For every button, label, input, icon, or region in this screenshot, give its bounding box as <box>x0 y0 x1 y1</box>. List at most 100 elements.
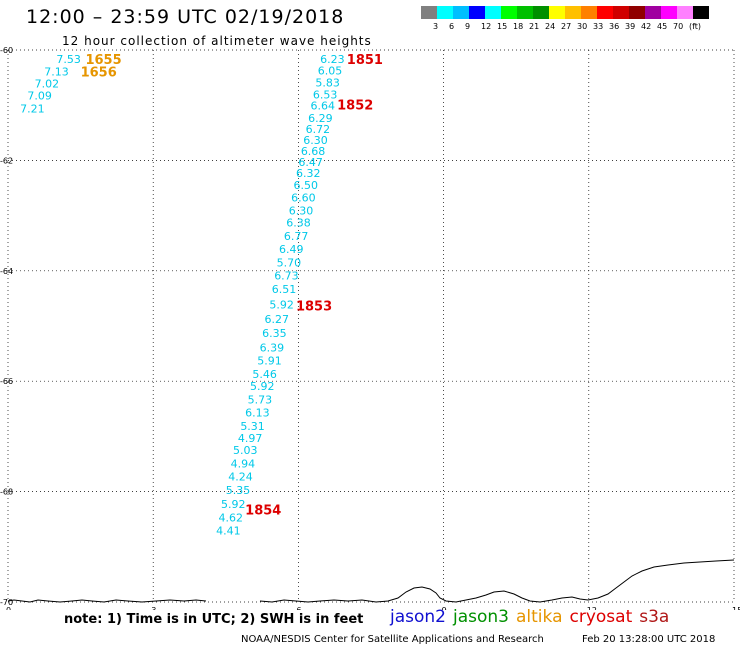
y-tick-label: -66 <box>0 377 13 386</box>
wave-height-value: 5.91 <box>257 355 282 368</box>
note-text: note: 1) Time is in UTC; 2) SWH is in fe… <box>64 612 364 627</box>
satellite-legend-item: s3a <box>639 607 670 627</box>
legend-label: (ft) <box>689 22 702 31</box>
x-tick-label: 15 <box>732 606 740 610</box>
wave-height-value: 4.62 <box>219 511 244 524</box>
legend-label: 9 <box>465 22 471 31</box>
wave-height-value: 7.09 <box>27 90 52 103</box>
wave-height-value: 6.30 <box>303 134 328 147</box>
wave-height-value: 5.03 <box>233 444 258 457</box>
legend-swatch <box>501 6 517 19</box>
track-time-label: 1852 <box>337 99 373 114</box>
wave-height-value: 6.73 <box>274 270 299 283</box>
satellite-legend-item: cryosat <box>569 607 633 627</box>
legend-swatch <box>693 6 709 19</box>
legend-swatch <box>421 6 437 19</box>
wave-height-value: 6.51 <box>272 283 297 296</box>
wave-height-value: 5.92 <box>221 498 246 511</box>
wave-height-value: 4.94 <box>231 457 256 470</box>
y-tick-label: -64 <box>0 267 13 276</box>
track-time-label: 1656 <box>81 65 117 80</box>
generated-timestamp: Feb 20 13:28:00 UTC 2018 <box>582 634 716 645</box>
x-tick-label: 6 <box>296 606 301 610</box>
x-tick-label: 0 <box>6 606 11 610</box>
color-scale-labels: 3 6 9 12 15 18 21 24 27 30 33 36 39 42 45 70 (ft) <box>421 22 740 32</box>
wave-height-value: 5.83 <box>315 76 340 89</box>
wave-height-value: 4.41 <box>216 525 241 538</box>
wave-height-value: 6.38 <box>286 217 311 230</box>
wave-height-value: 6.68 <box>301 145 326 158</box>
wave-height-value: 7.13 <box>44 65 69 78</box>
legend-label: 36 <box>609 22 620 31</box>
wave-height-value: 6.27 <box>265 313 290 326</box>
legend-swatch <box>597 6 613 19</box>
wave-height-value: 6.60 <box>291 191 316 204</box>
wave-height-value: 6.32 <box>296 167 321 180</box>
wave-height-value: 7.02 <box>35 78 60 91</box>
wave-height-value: 6.23 <box>320 53 345 66</box>
legend-swatch <box>565 6 581 19</box>
legend-label: 42 <box>641 22 652 31</box>
legend-label: 45 <box>657 22 668 31</box>
y-tick-label: -70 <box>0 598 13 607</box>
satellite-legend: jason2 jason3 altika cryosat s3a <box>390 607 676 627</box>
page-title: 12:00 – 23:59 UTC 02/19/2018 <box>26 6 345 28</box>
wave-height-labels: 7.537.137.027.097.21 6.236.055.836.536.64… <box>20 53 345 538</box>
wave-height-value: 6.35 <box>262 327 287 340</box>
legend-swatch <box>485 6 501 19</box>
y-tick-label: -60 <box>0 46 13 55</box>
x-tick-label: 3 <box>151 606 156 610</box>
wave-height-value: 4.97 <box>238 432 263 445</box>
wave-height-value: 5.70 <box>277 256 302 269</box>
wave-height-value: 6.53 <box>313 89 338 102</box>
wave-height-value: 6.39 <box>260 341 285 354</box>
legend-label: 30 <box>577 22 588 31</box>
legend-swatch <box>517 6 533 19</box>
legend-swatch <box>437 6 453 19</box>
wave-height-value: 7.21 <box>20 102 44 115</box>
track-time-label: 1854 <box>245 504 281 519</box>
wave-height-value: 7.53 <box>56 53 81 66</box>
credit-text: NOAA/NESDIS Center for Satellite Applica… <box>241 634 544 645</box>
track-time-label: 1853 <box>296 300 332 315</box>
legend-label: 21 <box>529 22 540 31</box>
wave-height-value: 6.64 <box>311 100 336 113</box>
page-subtitle: 12 hour collection of altimeter wave hei… <box>62 34 372 48</box>
wave-height-value: 6.72 <box>306 123 331 136</box>
legend-swatch <box>533 6 549 19</box>
legend-swatch <box>629 6 645 19</box>
wave-height-value: 5.73 <box>248 393 273 406</box>
wave-height-value: 5.31 <box>240 420 265 433</box>
wave-height-value: 6.29 <box>308 112 333 125</box>
track-time-label: 1851 <box>347 53 383 68</box>
legend-swatch <box>661 6 677 19</box>
legend-label: 33 <box>593 22 604 31</box>
wave-height-value: 5.35 <box>226 484 251 497</box>
wave-height-value: 5.92 <box>269 298 294 311</box>
wave-height-value: 6.77 <box>284 230 309 243</box>
wave-height-value: 6.05 <box>318 64 343 77</box>
legend-label: 3 <box>433 22 439 31</box>
wave-height-value: 4.24 <box>228 471 253 484</box>
wave-height-value: 6.30 <box>289 205 314 218</box>
wave-height-map: 03691215-60-62-64-66-68-70 7.537.137.027… <box>0 46 740 610</box>
legend-swatch <box>453 6 469 19</box>
x-tick-label: 9 <box>442 606 447 610</box>
legend-label: 39 <box>625 22 636 31</box>
legend-label: 6 <box>449 22 455 31</box>
legend-label: 70 <box>673 22 684 31</box>
legend-label: 12 <box>481 22 492 31</box>
satellite-legend-item: jason2 <box>390 607 446 627</box>
map-grid: 0 3 6 9 12 15 -60 -62 -64 -66 -68 -70 <box>0 46 740 610</box>
legend-swatch <box>581 6 597 19</box>
legend-label: 18 <box>513 22 524 31</box>
wave-height-value: 5.46 <box>252 368 276 381</box>
y-tick-label: -62 <box>0 156 13 165</box>
wave-height-value: 6.47 <box>298 156 323 169</box>
coastline-antarctica <box>7 559 735 603</box>
color-scale-legend <box>421 6 709 19</box>
satellite-legend-item: altika <box>516 607 563 627</box>
legend-swatch <box>469 6 485 19</box>
wave-height-value: 6.49 <box>279 243 304 256</box>
